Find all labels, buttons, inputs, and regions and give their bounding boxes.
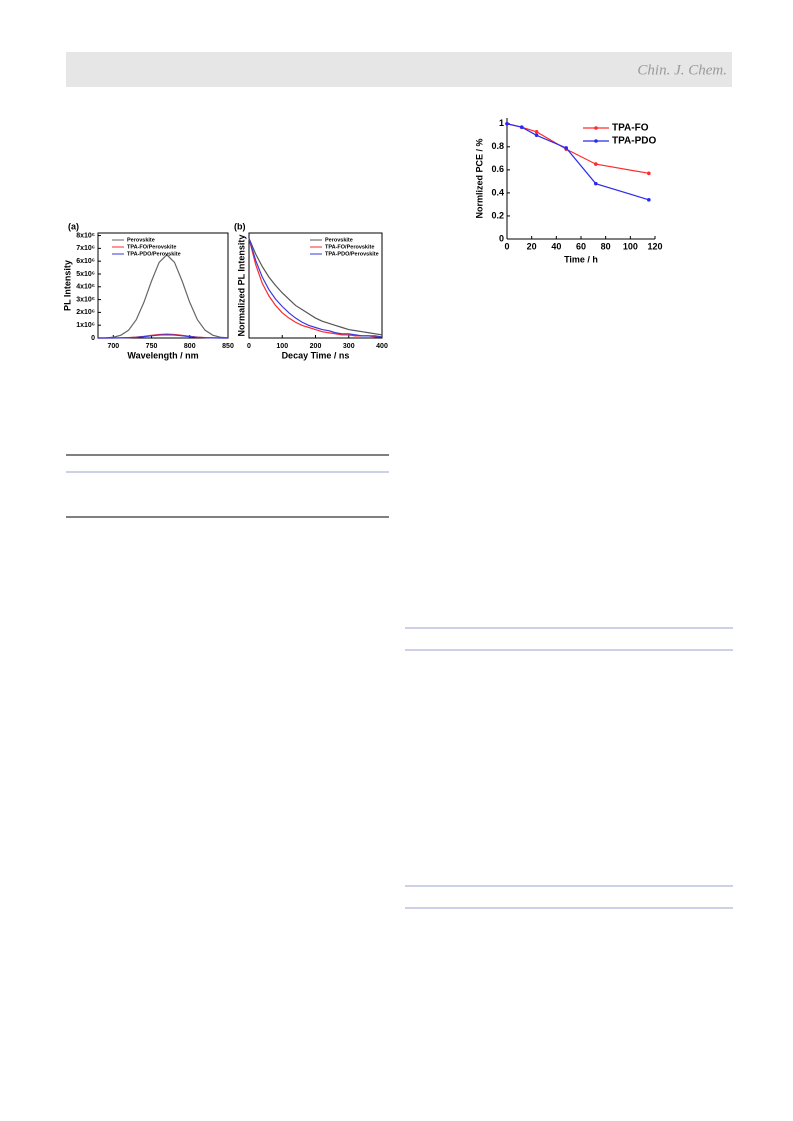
series-line — [248, 238, 383, 336]
y-tick-label: 7x10⁶ — [76, 245, 95, 252]
series-line — [97, 253, 229, 339]
y-tick-label: 0.2 — [491, 210, 504, 220]
data-point — [594, 181, 598, 186]
legend-label: TPA-PDO/Perovskite — [127, 251, 181, 257]
plot-frame — [97, 232, 229, 339]
x-tick-label: 20 — [527, 241, 537, 251]
x-tick-label: 700 — [107, 343, 119, 350]
header-bar — [66, 52, 732, 87]
data-point — [647, 198, 651, 202]
y-tick-label: 1 — [499, 118, 504, 128]
x-tick-label: 800 — [184, 343, 196, 350]
x-tick-label: 850 — [222, 343, 234, 350]
panel-label: (b) — [234, 221, 246, 231]
y-tick-label: 0.6 — [491, 164, 504, 174]
y-tick-label: 1x10⁶ — [76, 322, 95, 329]
series-line — [506, 123, 650, 201]
series-line — [98, 334, 229, 339]
legend-marker — [594, 139, 598, 143]
x-tick-label: 100 — [623, 241, 638, 251]
y-tick-label: 5x10⁶ — [76, 271, 95, 278]
x-axis-label: Decay Time / ns — [282, 350, 350, 360]
x-tick-label: 80 — [601, 241, 611, 251]
data-point — [564, 146, 568, 150]
x-tick-label: 120 — [647, 241, 662, 251]
legend-label: TPA-PDO/Perovskite — [325, 251, 379, 257]
data-point — [594, 162, 598, 166]
x-axis-label: Time / h — [564, 254, 598, 264]
x-tick-label: 400 — [376, 343, 388, 350]
y-tick-label: 4x10⁶ — [76, 284, 95, 291]
x-tick-label: 750 — [146, 343, 158, 350]
x-tick-label: 40 — [551, 241, 561, 251]
y-axis-label: Normalized PL Intensity — [236, 235, 246, 337]
x-tick-label: 0 — [247, 343, 251, 350]
data-point — [647, 171, 651, 176]
legend-label: TPA-FO/Perovskite — [127, 244, 176, 250]
data-point — [505, 121, 509, 126]
x-tick-label: 100 — [276, 343, 288, 350]
y-tick-label: 6x10⁶ — [76, 258, 95, 265]
panel-label: (a) — [68, 221, 79, 231]
y-tick-label: 2x10⁶ — [76, 309, 95, 316]
y-tick-label: 0.4 — [491, 187, 504, 197]
journal-name: Chin. J. Chem. — [637, 62, 727, 78]
data-point — [520, 125, 524, 130]
y-axis-label: PL Intensity — [62, 260, 72, 311]
legend-label: TPA-FO — [612, 123, 649, 134]
legend-label: TPA-FO/Perovskite — [325, 244, 374, 250]
y-axis-label: Normlized PCE / % — [474, 138, 484, 218]
x-tick-label: 60 — [576, 241, 586, 251]
y-tick-label: 3x10⁶ — [76, 296, 95, 303]
y-tick-label: 8x10⁶ — [76, 232, 95, 239]
x-tick-label: 0 — [504, 241, 509, 251]
x-axis-label: Wavelength / nm — [127, 350, 198, 360]
x-tick-label: 300 — [343, 343, 355, 350]
series-line — [248, 238, 383, 338]
legend-label: Perovskite — [325, 237, 353, 243]
data-point — [534, 130, 539, 134]
y-tick-label: 0.8 — [491, 141, 504, 151]
y-tick-label: 0 — [91, 335, 95, 342]
legend-label: Perovskite — [127, 237, 155, 243]
y-tick-label: 0 — [499, 233, 504, 243]
data-point — [534, 133, 539, 138]
x-tick-label: 200 — [310, 343, 322, 350]
legend-label: TPA-PDO — [612, 136, 656, 147]
legend-marker — [594, 126, 598, 130]
